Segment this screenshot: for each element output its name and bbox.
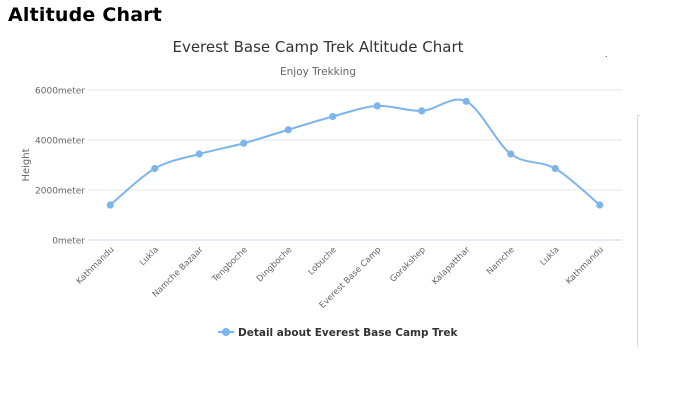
data-point[interactable]: [195, 150, 203, 158]
y-tick-label: 4000meter: [35, 137, 85, 147]
x-tick-label: Kalapatthar: [430, 245, 472, 287]
data-point[interactable]: [596, 201, 604, 209]
legend-series-label[interactable]: Detail about Everest Base Camp Trek: [238, 327, 458, 339]
data-point[interactable]: [151, 164, 159, 173]
legend-point-marker: [222, 328, 230, 336]
x-tick-label: Gorakshep: [388, 245, 427, 284]
data-point[interactable]: [106, 201, 114, 209]
data-point[interactable]: [373, 102, 381, 110]
x-tick-label: Lukla: [138, 245, 161, 268]
chart-title: Everest Base Camp Trek Altitude Chart: [172, 38, 463, 56]
data-point[interactable]: [329, 112, 337, 121]
data-point[interactable]: [240, 139, 248, 147]
chart-legend[interactable]: Detail about Everest Base Camp Trek: [218, 327, 458, 339]
x-tick-label: Kathmandu: [564, 245, 606, 287]
chart-subtitle: Enjoy Trekking: [280, 66, 356, 78]
series-line[interactable]: [109, 98, 601, 206]
data-point[interactable]: [418, 107, 426, 115]
chart-frame-tick: [637, 115, 640, 116]
y-axis-title: Height: [21, 148, 32, 181]
data-point[interactable]: [284, 126, 292, 134]
y-tick-label: 0meter: [52, 237, 85, 247]
y-tick-label: 6000meter: [35, 87, 85, 97]
data-point[interactable]: [507, 150, 515, 158]
data-point[interactable]: [462, 97, 470, 105]
data-point[interactable]: [551, 164, 559, 173]
chart-corner-mark: .: [605, 50, 608, 59]
x-tick-label: Lobuche: [306, 245, 338, 277]
x-tick-label: Lukla: [538, 245, 561, 268]
x-tick-label: Dingboche: [255, 245, 294, 284]
x-tick-label: Namche: [485, 245, 517, 277]
page-heading: Altitude Chart: [8, 4, 163, 26]
chart-frame-edge: [637, 115, 638, 347]
x-tick-label: Kathmandu: [75, 245, 117, 287]
x-tick-label: Tengboche: [210, 245, 250, 285]
y-tick-label: 2000meter: [35, 187, 85, 197]
